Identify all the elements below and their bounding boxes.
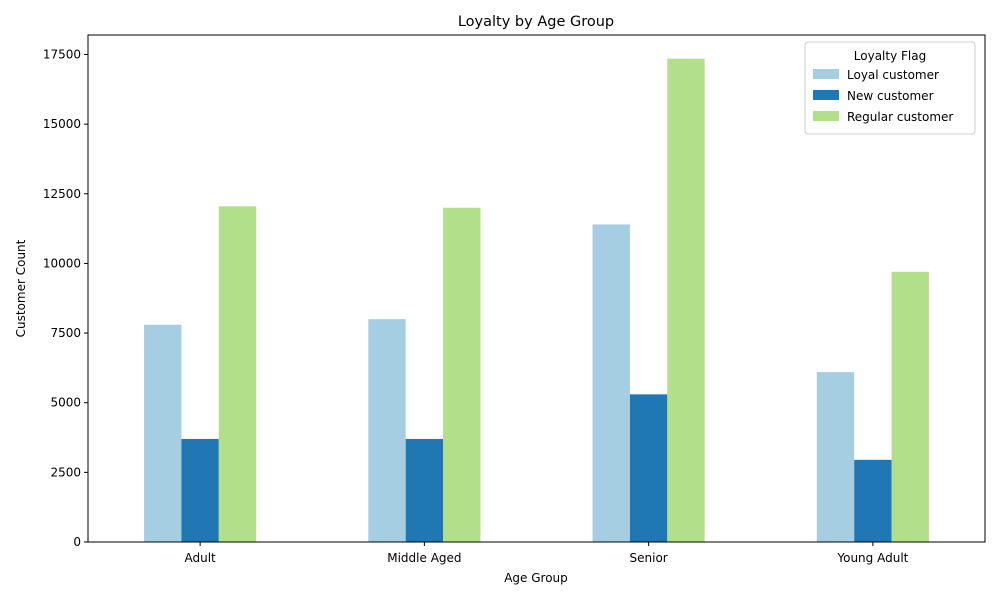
bars-layer	[144, 58, 929, 543]
y-tick-label: 7500	[50, 326, 81, 340]
legend-swatch	[813, 69, 839, 79]
x-tick-label: Young Adult	[836, 551, 908, 565]
x-tick-label: Senior	[630, 551, 668, 565]
legend-label: Loyal customer	[847, 68, 939, 82]
x-tick-label: Adult	[184, 551, 216, 565]
x-axis-title: Age Group	[504, 571, 568, 585]
y-axis-title: Customer Count	[14, 239, 28, 337]
y-tick-label: 15000	[43, 117, 81, 131]
bar-regular-customer-adult	[218, 206, 257, 543]
y-tick-label: 17500	[43, 48, 81, 62]
bar-new-customer-young-adult	[854, 459, 892, 542]
legend-label: New customer	[847, 89, 934, 103]
y-tick-label: 2500	[50, 465, 81, 479]
x-tick-label: Middle Aged	[387, 551, 461, 565]
legend-swatch	[813, 90, 839, 100]
x-axis: Adult Middle Aged Senior Young Adult	[184, 542, 909, 565]
legend-box	[804, 41, 976, 135]
bar-loyal-customer-middle-aged	[368, 319, 406, 542]
bar-regular-customer-young-adult	[891, 271, 929, 542]
y-tick-label: 12500	[43, 187, 81, 201]
legend-title: Loyalty Flag	[854, 49, 926, 63]
bar-new-customer-adult	[181, 438, 219, 542]
legend-label: Regular customer	[847, 110, 953, 124]
plot-frame	[87, 34, 986, 543]
bar-regular-customer-senior	[667, 58, 705, 543]
y-axis: 0 2500 5000 7500 10000 12500 15000 17500	[43, 48, 88, 549]
y-tick-label: 10000	[43, 256, 81, 270]
bar-regular-customer-middle-aged	[443, 207, 481, 542]
legend-swatch	[813, 111, 839, 121]
bar-loyal-customer-adult	[144, 324, 182, 542]
bar-new-customer-middle-aged	[405, 438, 444, 542]
chart-title: Loyalty by Age Group	[458, 14, 614, 30]
y-tick-label: 5000	[50, 396, 81, 410]
bar-loyal-customer-senior	[592, 224, 630, 542]
bar-loyal-customer-young-adult	[816, 372, 855, 542]
y-tick-label: 0	[73, 535, 81, 549]
bar-new-customer-senior	[629, 394, 668, 542]
legend: Loyalty Flag Loyal customer New customer Re…	[804, 41, 976, 135]
